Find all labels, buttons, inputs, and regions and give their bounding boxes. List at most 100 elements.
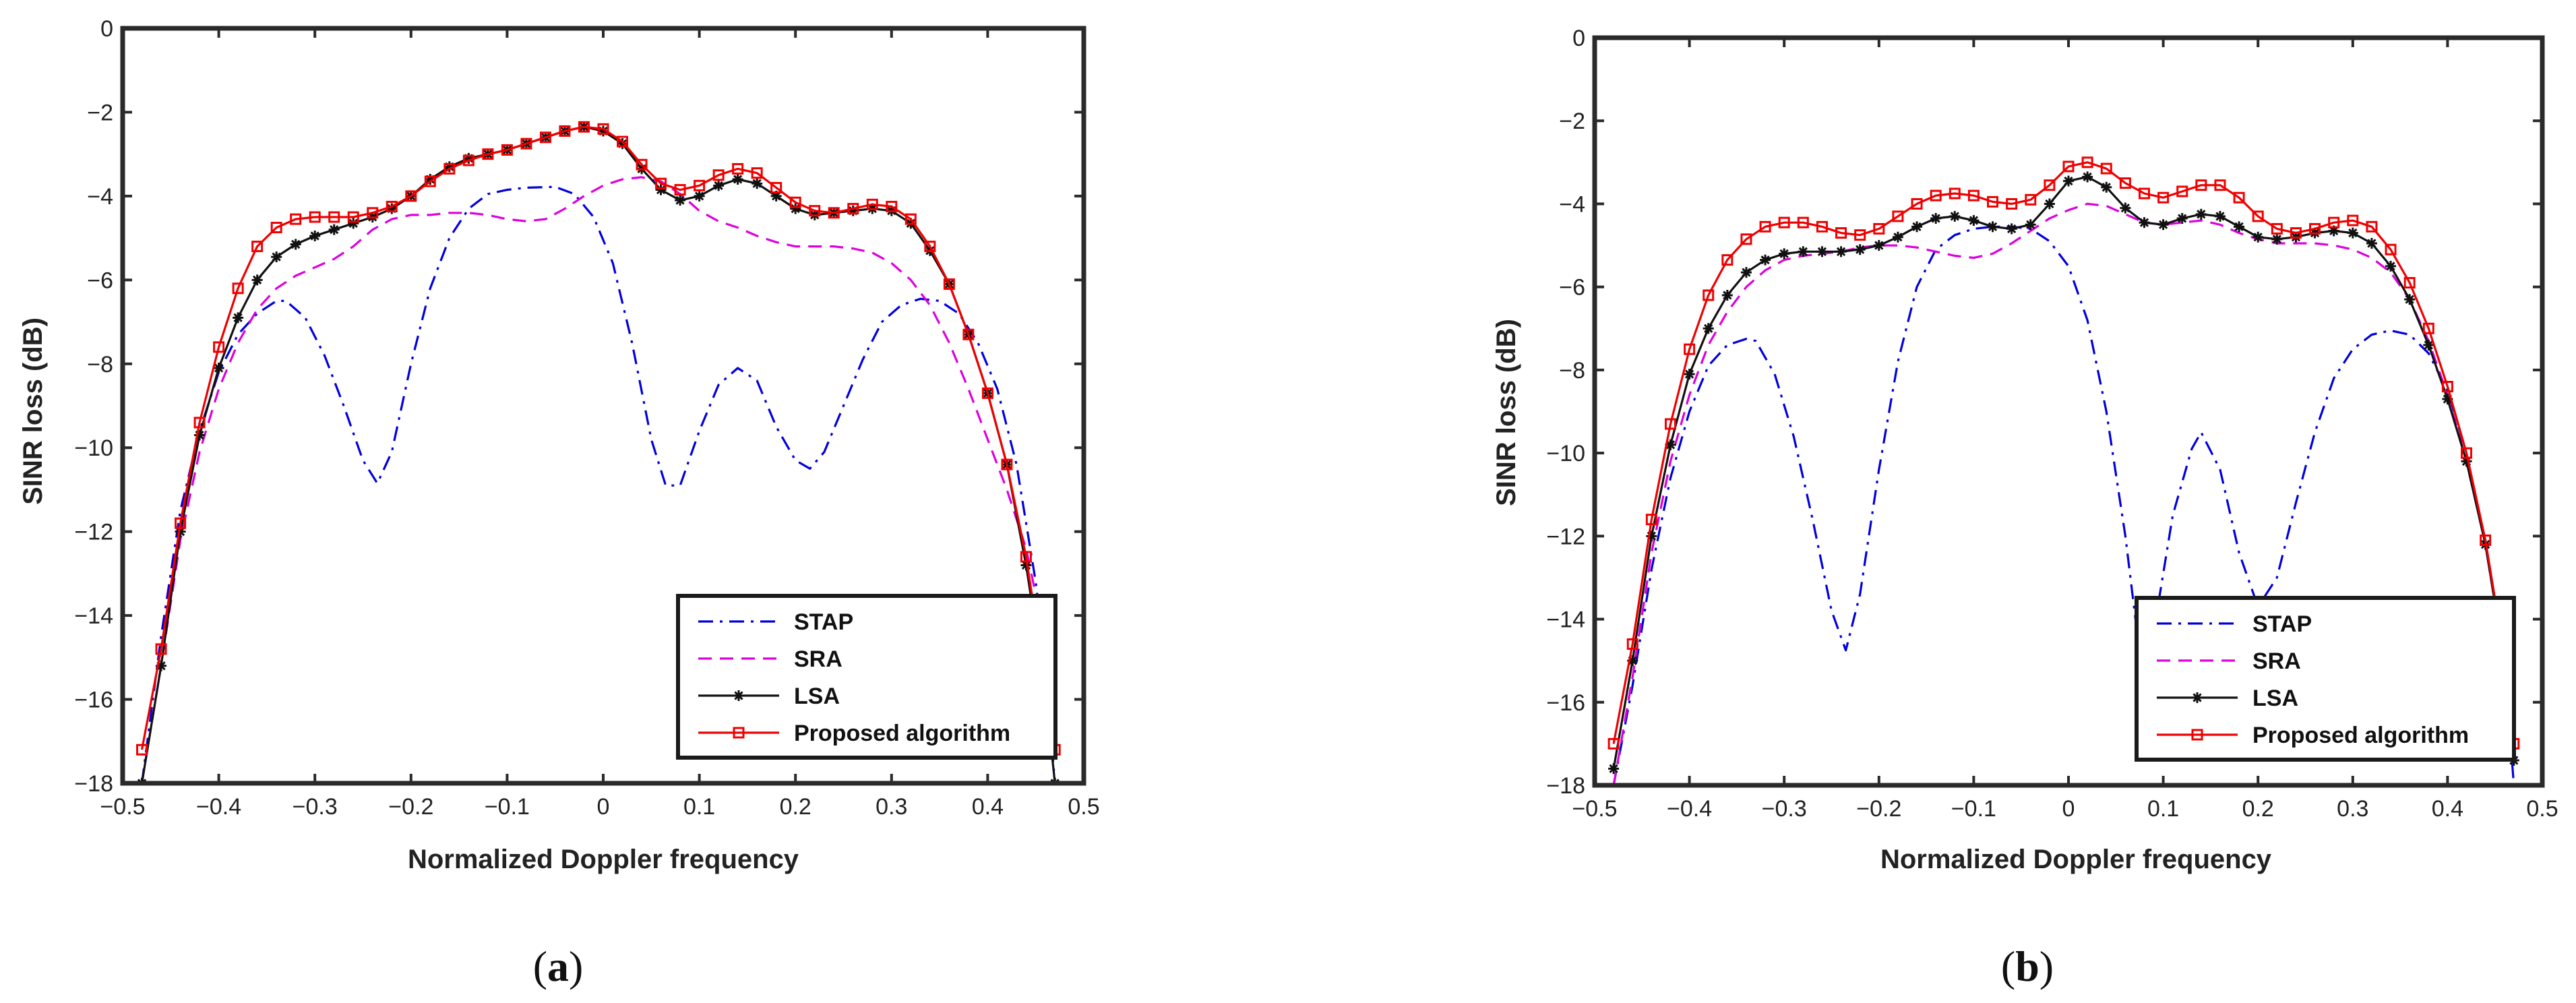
data-point-proposed-algorithm-a [251, 241, 264, 253]
legend-box-a [676, 594, 1057, 760]
data-point-lsa-b [1779, 248, 1790, 260]
x-tick-label: 0.3 [2337, 796, 2368, 822]
x-tick-label: −0.3 [293, 794, 338, 820]
panel-a: 0−2−4−6−8−10−12−14−16−18 −0.5 −0.4 −0.3 −0.… [18, 16, 1100, 990]
legend-label-stap: STAP [2252, 611, 2312, 637]
x-tick-label: 0.1 [683, 794, 715, 820]
data-point-proposed-algorithm-a [270, 222, 282, 234]
x-tick-label: −0.5 [100, 794, 145, 820]
x-tick-label: −0.5 [1572, 796, 1617, 822]
data-point-lsa-b [1760, 254, 1771, 266]
data-point-proposed-algorithm-a [424, 175, 436, 187]
data-point-proposed-algorithm-a [962, 328, 975, 340]
data-point-lsa-a [713, 180, 725, 191]
data-point-proposed-algorithm-b [2328, 216, 2340, 229]
y-tick-label: −2 [1559, 109, 1585, 134]
data-point-lsa-b [1835, 246, 1847, 257]
x-tick-label: 0.1 [2147, 796, 2179, 822]
series-line-proposed-algorithm-a [140, 125, 1056, 750]
y-tick-label: 0 [1572, 26, 1585, 51]
caption-a: (a) [533, 942, 584, 990]
data-point-proposed-algorithm-b [1664, 418, 1676, 430]
data-point-proposed-algorithm-b [1816, 220, 1828, 233]
data-point-proposed-algorithm-a [981, 387, 993, 399]
data-point-lsa-b [2139, 217, 2150, 229]
data-point-proposed-algorithm-b [1778, 216, 1790, 229]
series-group-b [1607, 156, 2520, 785]
data-point-proposed-algorithm-b [1967, 189, 1980, 202]
x-axis-label-a: Normalized Doppler frequency [408, 845, 799, 874]
y-tick-label: −18 [74, 771, 113, 797]
x-tick-label: 0.4 [972, 794, 1004, 820]
data-point-proposed-algorithm-a [1020, 551, 1032, 563]
data-point-lsa-b [1798, 246, 1809, 257]
data-point-proposed-algorithm-b [1873, 222, 1885, 235]
data-point-proposed-algorithm-a [501, 144, 513, 156]
data-point-proposed-algorithm-b [2100, 162, 2112, 175]
data-point-proposed-algorithm-b [2461, 447, 2473, 459]
data-point-proposed-algorithm-b [2195, 179, 2207, 191]
data-point-proposed-algorithm-b [1835, 227, 1847, 239]
x-ticks-b: −0.5 −0.4 −0.3 −0.2 −0.1 0 0.1 0.2 0.3 0.4 0.5 [1572, 38, 2558, 822]
data-point-lsa-a [136, 778, 148, 783]
y-tick-label: 0 [100, 16, 113, 42]
legend-label-lsa: LSA [794, 683, 840, 709]
legend-a: STAP SRA LSA Proposed algorithm [676, 594, 1057, 760]
data-point-lsa-b [1911, 221, 1923, 233]
plot-area-b [1592, 35, 2545, 788]
data-point-lsa-a [694, 190, 705, 202]
data-point-proposed-algorithm-b [2480, 534, 2492, 546]
data-point-proposed-algorithm-a [655, 177, 667, 189]
data-point-proposed-algorithm-b [2403, 277, 2416, 289]
data-point-proposed-algorithm-b [2309, 222, 2321, 235]
x-tick-label: 0.4 [2432, 796, 2463, 822]
data-point-lsa-b [2082, 171, 2093, 183]
legend-label-lsa: LSA [2252, 686, 2298, 711]
data-point-proposed-algorithm-a [904, 213, 917, 225]
y-tick-label: −18 [1546, 773, 1585, 799]
data-point-lsa-b [1608, 763, 1620, 774]
x-tick-label: −0.4 [196, 794, 241, 820]
data-point-proposed-algorithm-a [559, 125, 571, 137]
data-point-proposed-algorithm-b [1626, 638, 1638, 650]
data-point-lsa-a [213, 363, 224, 373]
data-point-proposed-algorithm-b [2385, 243, 2397, 255]
legend-label-stap: STAP [794, 609, 853, 635]
data-point-proposed-algorithm-b [1930, 189, 1942, 202]
data-point-proposed-algorithm-b [1949, 187, 1961, 200]
data-point-proposed-algorithm-b [1797, 216, 1809, 229]
data-point-lsa-a [290, 239, 301, 250]
data-point-lsa-b [1873, 240, 1884, 251]
data-point-proposed-algorithm-b [2441, 381, 2453, 393]
data-point-proposed-algorithm-a [482, 148, 494, 160]
data-point-proposed-algorithm-b [2366, 220, 2378, 233]
x-tick-label: 0.5 [1068, 794, 1099, 820]
data-point-proposed-algorithm-a [694, 179, 706, 191]
data-point-lsa-b [1665, 439, 1676, 450]
data-point-lsa-b [2157, 219, 2169, 231]
data-point-proposed-algorithm-b [2252, 210, 2264, 222]
data-point-proposed-algorithm-a [751, 167, 763, 179]
data-point-proposed-algorithm-b [1645, 514, 1657, 526]
data-point-lsa-a [309, 231, 321, 241]
data-point-proposed-algorithm-b [1892, 210, 1904, 222]
data-point-proposed-algorithm-b [2119, 177, 2131, 189]
legend-marker-proposed-algorithm [733, 727, 745, 739]
series-line-proposed-algorithm-b [1612, 161, 2515, 744]
data-point-proposed-algorithm-b [2290, 227, 2302, 239]
data-point-lsa-b [2195, 208, 2207, 220]
x-tick-label: −0.4 [1667, 796, 1712, 822]
data-point-proposed-algorithm-a [347, 211, 359, 223]
data-point-proposed-algorithm-a [367, 207, 379, 219]
data-point-proposed-algorithm-b [2081, 156, 2093, 169]
series-line-stap-a [140, 185, 1056, 783]
legend-b: STAP SRA LSA Proposed algorithm [2135, 596, 2516, 762]
caption-letter-a: a [547, 942, 569, 990]
data-point-lsa-b [1930, 213, 1942, 224]
y-tick-label: −12 [74, 520, 113, 545]
y-ticks-a: 0 −2 −4 −6 −8 −10 −12 −14 −16 −18 [74, 16, 1084, 797]
data-point-proposed-algorithm-a [847, 203, 859, 215]
y-tick-label: −2 [87, 100, 113, 125]
data-point-lsa-b [2006, 223, 2017, 235]
data-point-lsa-b [1816, 246, 1828, 257]
